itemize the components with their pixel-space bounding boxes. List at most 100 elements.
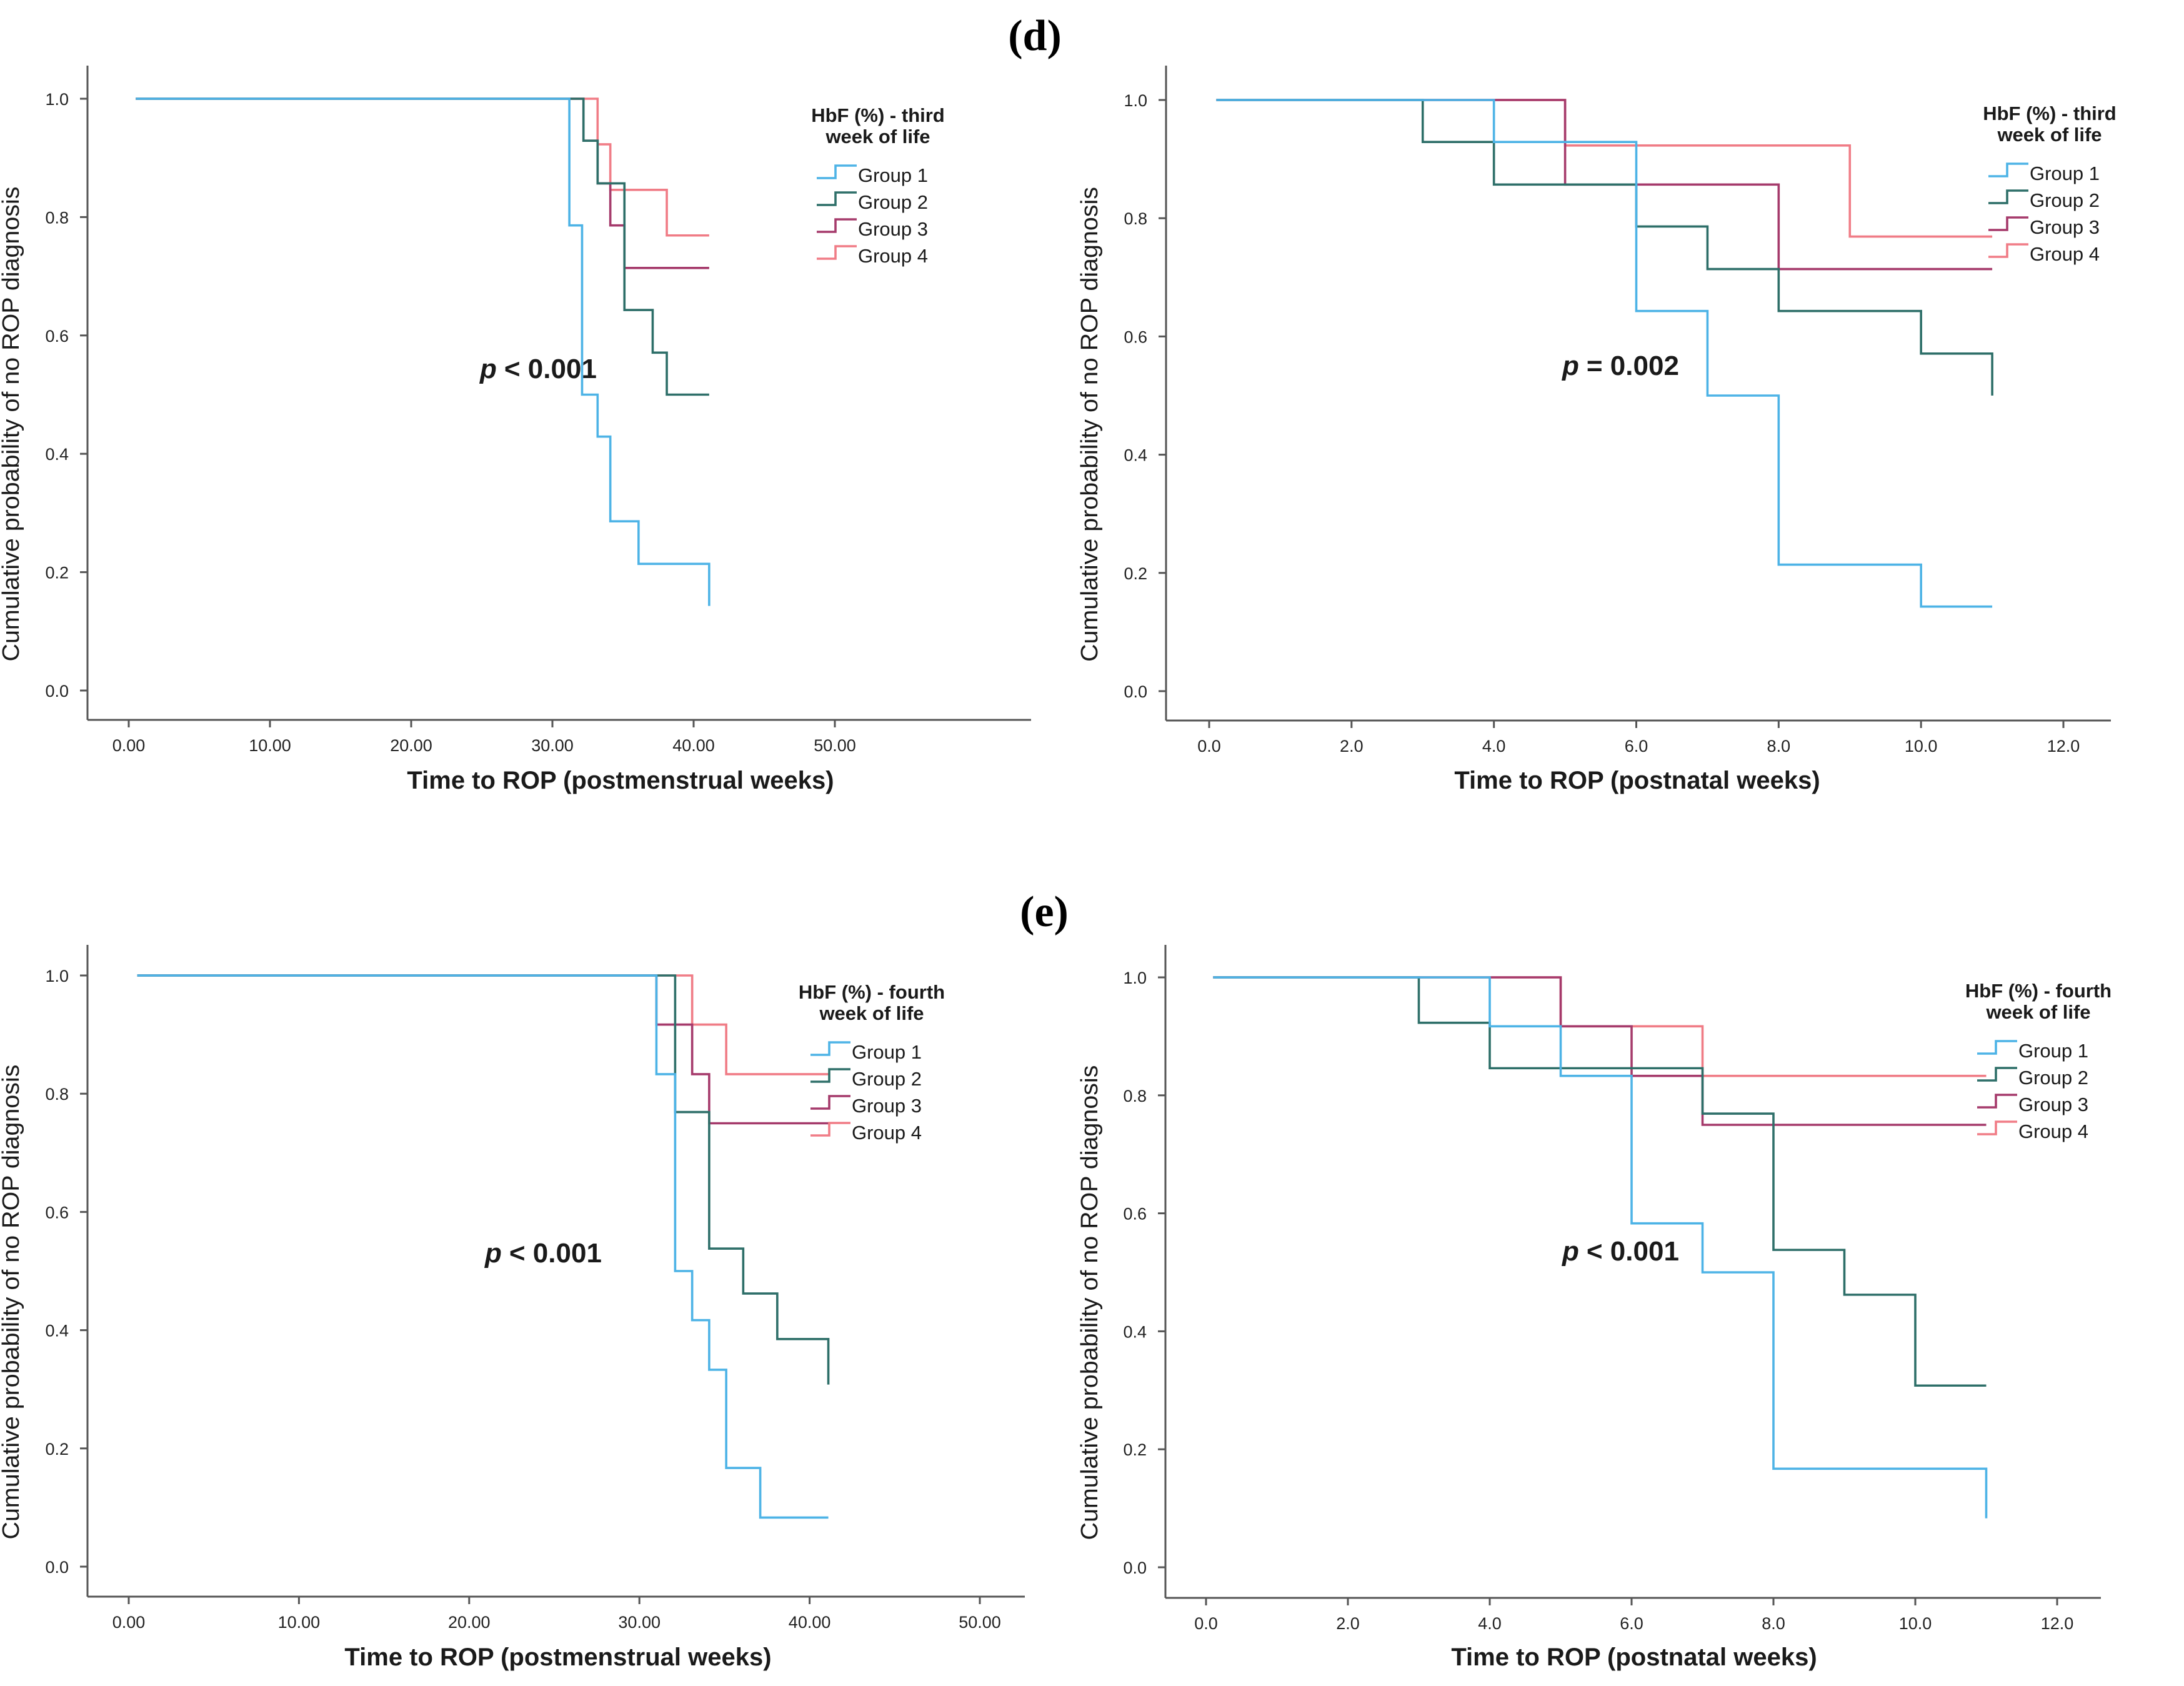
series-line-group-4 [137,974,829,1075]
legend-swatch [810,1041,850,1056]
y-axis-label: Cumulative probability of no ROP diagnos… [0,1065,24,1540]
p-symbol: p [479,354,497,384]
legend-swatch [1977,1067,2017,1082]
series-line-group-4 [136,97,709,237]
x-tick-label: 2.0 [1336,1614,1360,1633]
y-tick-label: 0.0 [45,1558,69,1577]
x-tick-label: 20.00 [448,1613,491,1632]
legend-title: HbF (%) - third [1983,102,2117,124]
x-tick-label: 6.0 [1625,737,1648,756]
legend-swatch [817,164,857,179]
p-value: = 0.002 [1587,351,1679,381]
y-tick-label: 1.0 [45,90,69,109]
x-tick-label: 4.0 [1482,737,1506,756]
x-tick-label: 40.00 [672,736,715,755]
p-symbol: p [1562,351,1579,381]
legend-swatch [1977,1040,2017,1055]
legend-swatch [1988,162,2028,177]
x-tick-label: 40.00 [789,1613,831,1632]
y-tick-label: 0.0 [45,682,69,701]
x-axis-label: Time to ROP (postmenstrual weeks) [344,1644,771,1671]
y-tick-label: 0.0 [1124,682,1147,701]
y-axis-label: Cumulative probability of no ROP diagnos… [1077,1065,1103,1540]
x-axis-label: Time to ROP (postmenstrual weeks) [407,767,834,794]
x-tick-label: 8.0 [1762,1614,1785,1633]
km-chart-2: 0.0 0.2 0.4 0.6 0.8 1.0 0.0 2.0 4.0 6.0 8.0 10.0 12.… [1077,66,2117,794]
legend-label: Group 4 [2030,243,2100,265]
x-tick-label: 10.0 [1899,1614,1932,1633]
y-tick-label: 0.0 [1123,1559,1147,1577]
legend-title: HbF (%) - fourth [1965,980,2112,1002]
x-tick-label: 8.0 [1767,737,1791,756]
p-symbol: p [484,1238,502,1269]
y-tick-label: 1.0 [1123,969,1147,987]
series-line-group-1 [137,974,829,1519]
x-tick-label: 12.0 [2041,1614,2074,1633]
x-tick-label: 50.00 [959,1613,1001,1632]
panel-label-d: (d) [1008,12,1062,60]
x-tick-label: 0.00 [112,736,146,755]
legend-label: Group 2 [2018,1067,2088,1089]
legend-label: Group 1 [2030,162,2100,184]
y-tick-label: 0.6 [1123,1205,1147,1224]
legend-swatch [1977,1120,2017,1135]
p-value-annotation: p = 0.002 [1562,351,1679,381]
y-tick-label: 0.8 [1124,209,1147,228]
x-tick-label: 6.0 [1620,1614,1643,1633]
legend-swatch [1988,243,2028,258]
y-tick-label: 0.4 [45,445,69,464]
legend-label: Group 4 [852,1122,922,1144]
x-tick-label: 10.00 [278,1613,321,1632]
x-tick-label: 10.00 [249,736,291,755]
x-tick-label: 0.00 [112,1613,146,1632]
x-axis-label: Time to ROP (postnatal weeks) [1454,767,1820,794]
km-chart-4: 0.0 0.2 0.4 0.6 0.8 1.0 0.0 2.0 4.0 6.0 8.0 10.0 12.… [1077,945,2112,1671]
legend-swatch [1988,189,2028,204]
legend-title: HbF (%) - third [811,104,945,126]
series-line-group-3 [1216,99,1993,271]
p-value: < 0.001 [509,1238,602,1269]
legend-label: Group 3 [2030,216,2100,238]
y-tick-label: 0.4 [1124,446,1147,465]
y-tick-label: 0.4 [1123,1322,1147,1341]
y-tick-label: 0.2 [45,564,69,582]
legend-swatch [810,1122,850,1137]
legend-label: Group 2 [2030,189,2100,211]
p-value-annotation: p < 0.001 [1562,1236,1679,1267]
y-tick-label: 1.0 [45,967,69,985]
legend-title: week of life [1985,1001,2090,1023]
x-tick-label: 0.0 [1194,1614,1218,1633]
x-tick-label: 50.00 [814,736,856,755]
legend-label: Group 3 [2018,1094,2088,1115]
km-chart-1: 0.0 0.2 0.4 0.6 0.8 1.0 0.00 10.00 20.00 30.00 40.… [0,66,1031,794]
legend-swatch [817,191,857,206]
x-tick-label: 10.0 [1905,737,1938,756]
p-value: < 0.001 [504,354,597,384]
series-line-group-1 [1213,976,1988,1519]
legend-label: Group 4 [2018,1120,2088,1142]
x-tick-label: 30.00 [531,736,574,755]
legend-label: Group 3 [858,218,928,240]
km-chart-3: 0.0 0.2 0.4 0.6 0.8 1.0 0.00 10.00 20.00 30.00 40.… [0,945,1025,1671]
legend-title: week of life [825,126,930,147]
series-line-group-1 [136,97,711,606]
legend-swatch [817,245,857,260]
y-tick-label: 0.8 [45,1085,69,1104]
x-tick-label: 12.0 [2047,737,2080,756]
legend-label: Group 1 [852,1041,922,1063]
legend-swatch [810,1095,850,1110]
y-tick-label: 0.6 [1124,327,1147,346]
charts-group: 0.0 0.2 0.4 0.6 0.8 1.0 0.00 10.00 20.00 30.00 40.… [0,66,2117,1671]
legend-label: Group 1 [858,164,928,186]
y-tick-label: 0.6 [45,327,69,346]
p-value: < 0.001 [1587,1236,1679,1267]
series-line-group-1 [1216,99,1993,608]
legend-label: Group 2 [858,191,928,213]
x-axis-label: Time to ROP (postnatal weeks) [1451,1644,1817,1671]
y-tick-label: 0.8 [45,208,69,227]
x-tick-label: 30.00 [618,1613,661,1632]
x-tick-label: 20.00 [390,736,432,755]
legend-label: Group 3 [852,1095,922,1117]
p-symbol: p [1562,1236,1579,1267]
